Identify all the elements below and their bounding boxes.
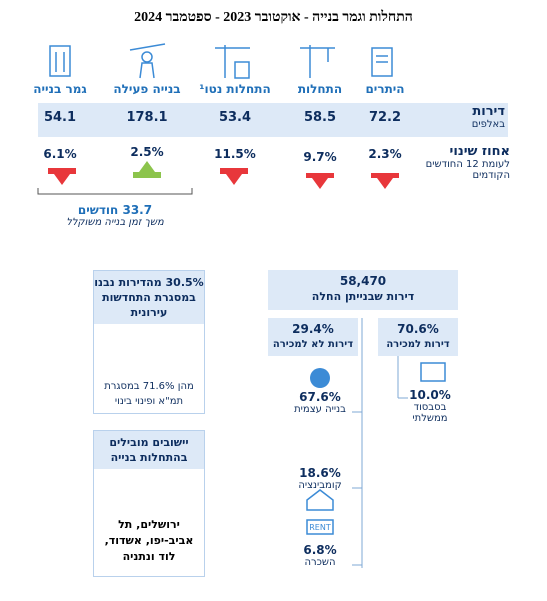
change: 2.3%: [368, 147, 402, 161]
row-label: דירות באלפים: [420, 104, 505, 130]
change: 2.5%: [130, 145, 164, 159]
label: דירות שבנייתן החלה: [311, 290, 415, 303]
value: 67.6%: [299, 390, 341, 404]
card-text: מהן 71.6% במסגרת תמ"א ופינוי בינוי: [104, 381, 194, 407]
item: 67.6% בנייה עצמית: [285, 390, 355, 415]
item: 18.6% קומבינציה: [285, 466, 355, 491]
connectors: [352, 318, 408, 568]
value: 33.7 חודשים: [77, 203, 153, 217]
label: השכרה: [304, 557, 336, 568]
value: 18.6%: [299, 466, 341, 480]
value: 72.2: [368, 110, 402, 125]
value: 10.0%: [409, 388, 451, 402]
column-header: בנייה פעילה: [113, 82, 181, 96]
value: 6.8%: [303, 543, 337, 557]
sale-box: 70.6% דירות למכירה: [378, 318, 458, 356]
change: 11.5%: [214, 147, 256, 161]
card-header: יישובים מובילים בהתחלות בנייה: [94, 431, 204, 469]
nosale-box: 29.4% דירות לא למכירה: [268, 318, 358, 356]
item: 10.0% בסבסוד ממשלתי: [395, 388, 465, 424]
value: 58.5: [303, 110, 337, 125]
label: משך זמן בנייה משוקלל: [66, 217, 164, 228]
label: דירות: [472, 104, 505, 119]
self-build-icon: [310, 368, 330, 388]
card: 30.5% מהדירות נבנו במסגרת התחדשות עירוני…: [93, 270, 205, 414]
duration: 33.7 חודשים משך זמן בנייה משוקלל: [40, 203, 190, 228]
card: יישובים מובילים בהתחלות בנייה ירושלים, ת…: [93, 430, 205, 577]
card-text: ירושלים, תל אביב-יפו, אשדוד, לוד ונתניה: [104, 518, 194, 563]
item: 6.8% השכרה: [285, 543, 355, 568]
starts-box: 58,470 דירות שבנייתן החלה: [268, 270, 458, 310]
change: 6.1%: [43, 147, 77, 161]
value: 178.1: [126, 110, 168, 125]
column-header: התחלות: [297, 82, 343, 96]
value: 70.6%: [397, 322, 439, 336]
sublabel: לעומת 12 החודשים הקודמים: [425, 159, 510, 181]
change: 9.7%: [303, 150, 337, 164]
label: דירות לא למכירה: [272, 339, 354, 350]
arrows: [48, 161, 399, 189]
value: 29.4%: [292, 322, 334, 336]
value: 53.4: [218, 110, 252, 125]
sublabel: באלפים: [471, 119, 505, 130]
icons: [49, 43, 393, 79]
value: 54.1: [43, 110, 77, 125]
label: בסבסוד ממשלתי: [412, 402, 448, 424]
label: בנייה עצמית: [294, 404, 346, 415]
bracket: [37, 188, 193, 195]
rent-icon: RENT: [309, 523, 331, 532]
value: 58,470: [339, 274, 387, 288]
label: אחוז שינוי: [449, 144, 510, 159]
label: דירות למכירה: [386, 339, 450, 350]
title: התחלות וגמר בנייה - אוקטובר 2023 - ספטמב…: [134, 10, 413, 25]
row-label: אחוז שינוי לעומת 12 החודשים הקודמים: [415, 144, 510, 181]
band: [38, 103, 508, 137]
column-header: גמר בנייה: [33, 82, 87, 96]
card-header: 30.5% מהדירות נבנו במסגרת התחדשות עירוני…: [94, 271, 204, 324]
column-header: היתרים: [365, 82, 405, 96]
label: קומבינציה: [298, 480, 342, 491]
column-header: התחלות נטו¹: [199, 82, 271, 96]
